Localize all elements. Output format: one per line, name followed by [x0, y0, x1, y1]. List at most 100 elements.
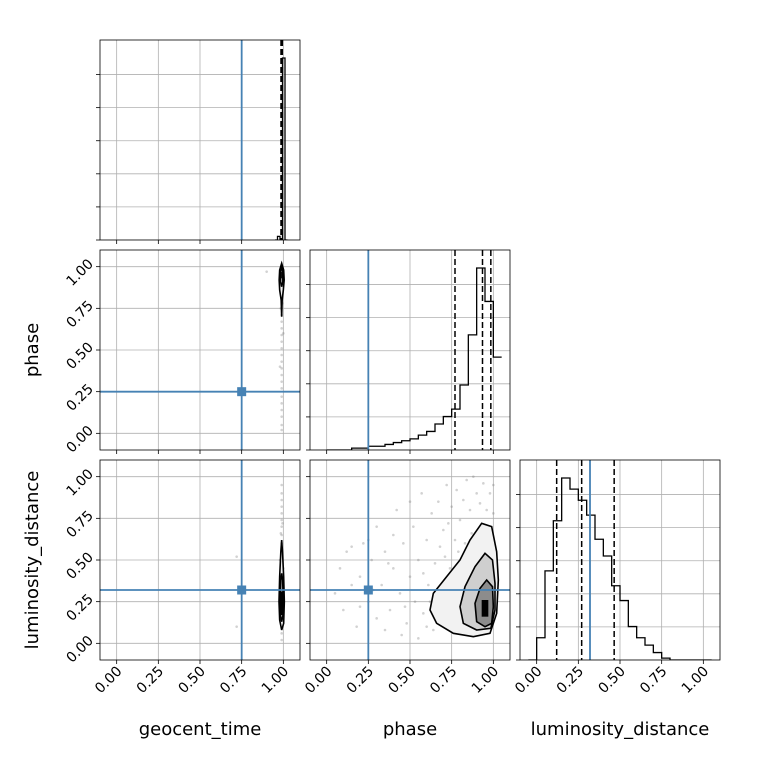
y-tick-label: 0.25 — [63, 381, 96, 414]
scatter-point — [280, 402, 283, 405]
scatter-point — [488, 492, 492, 495]
y-tick-label: 0.75 — [63, 298, 96, 331]
truth-marker — [363, 585, 373, 595]
scatter-point — [280, 483, 283, 487]
histogram-panel-phase — [310, 250, 510, 450]
scatter-point — [280, 428, 283, 432]
scatter-point — [405, 622, 408, 625]
scatter-point — [358, 605, 362, 608]
scatter-point — [280, 533, 283, 537]
scatter-point — [417, 637, 420, 640]
scatter-point — [492, 512, 495, 515]
scatter-point — [408, 500, 412, 503]
scatter-point — [280, 347, 283, 350]
y-tick-label: 0.00 — [63, 633, 96, 666]
scatter-point — [438, 545, 442, 548]
scatter-point — [470, 532, 473, 535]
scatter-point — [345, 550, 348, 553]
x-tick-label: 0.50 — [175, 664, 208, 697]
density-panel-phase-luminosity_distance — [310, 460, 510, 660]
scatter-point — [453, 538, 457, 542]
scatter-point — [280, 632, 283, 635]
scatter-point — [447, 522, 450, 525]
scatter-point — [427, 583, 430, 587]
scatter-point — [278, 365, 282, 368]
contour-line — [278, 260, 285, 317]
histogram-panel-geocent_time — [100, 40, 300, 240]
density-panel-geocent_time-luminosity_distance — [100, 460, 300, 660]
scatter-point — [472, 475, 475, 478]
scatter-point — [422, 612, 425, 615]
scatter-point — [280, 518, 283, 522]
scatter-point — [387, 562, 390, 565]
scatter-point — [280, 638, 283, 642]
y-tick-label: 0.50 — [63, 550, 96, 583]
scatter-point — [265, 270, 268, 273]
scatter-point — [383, 628, 387, 632]
scatter-point — [408, 575, 412, 578]
scatter-point — [280, 415, 283, 418]
scatter-point — [425, 538, 428, 542]
scatter-point — [457, 550, 460, 553]
scatter-point — [333, 592, 337, 595]
scatter-point — [280, 492, 283, 495]
scatter-point — [458, 518, 462, 522]
scatter-point — [235, 625, 238, 628]
x-tick-label: 0.50 — [595, 664, 628, 697]
density-panel-geocent_time-phase — [100, 250, 300, 450]
histogram-step — [528, 477, 712, 660]
y-axis-label-phase: phase — [22, 323, 43, 377]
scatter-point — [463, 542, 467, 545]
contour-line — [429, 522, 500, 638]
scatter-point — [280, 525, 283, 528]
scatter-point — [342, 608, 345, 612]
contour-line — [279, 573, 284, 622]
scatter-point — [235, 555, 238, 558]
density-core — [481, 600, 489, 617]
x-axis-label-geocent_time: geocent_time — [139, 719, 262, 740]
scatter-point — [388, 608, 392, 612]
x-tick-label: 0.00 — [92, 664, 125, 697]
scatter-point — [281, 522, 284, 525]
x-tick-label: 0.75 — [637, 664, 670, 697]
scatter-point — [280, 395, 283, 398]
scatter-point — [455, 488, 458, 492]
scatter-point — [430, 512, 433, 515]
scatter-point — [448, 567, 452, 570]
scatter-point — [402, 542, 405, 545]
scatter-point — [462, 498, 465, 502]
scatter-point — [375, 617, 378, 620]
scatter-point — [370, 558, 373, 562]
x-axis-label-luminosity_distance: luminosity_distance — [531, 719, 710, 740]
y-tick-label: 0.00 — [63, 423, 96, 456]
scatter-point — [280, 367, 283, 370]
scatter-point — [383, 550, 387, 553]
scatter-point — [280, 340, 283, 343]
scatter-point — [403, 605, 407, 608]
scatter-point — [450, 505, 453, 508]
y-tick-label: 0.25 — [63, 591, 96, 624]
x-tick-label: 1.00 — [469, 664, 502, 697]
scatter-point — [338, 567, 342, 570]
scatter-point — [280, 423, 283, 427]
scatter-point — [362, 542, 365, 545]
x-tick-label: 0.25 — [344, 664, 377, 697]
y-tick-label: 0.50 — [63, 340, 96, 373]
truth-marker — [237, 585, 247, 595]
x-tick-label: 1.00 — [259, 664, 292, 697]
x-tick-label: 0.75 — [427, 664, 460, 697]
scatter-point — [398, 592, 402, 595]
scatter-point — [400, 633, 403, 637]
scatter-point — [280, 498, 283, 502]
y-tick-label: 0.75 — [63, 508, 96, 541]
scatter-point — [350, 583, 353, 587]
scatter-point — [280, 373, 283, 377]
contour-line — [278, 539, 286, 631]
scatter-point — [358, 575, 362, 578]
histogram-step — [326, 267, 502, 450]
x-tick-label: 0.00 — [512, 664, 545, 697]
scatter-point — [380, 583, 383, 587]
scatter-point — [425, 625, 428, 628]
scatter-point — [280, 360, 283, 363]
